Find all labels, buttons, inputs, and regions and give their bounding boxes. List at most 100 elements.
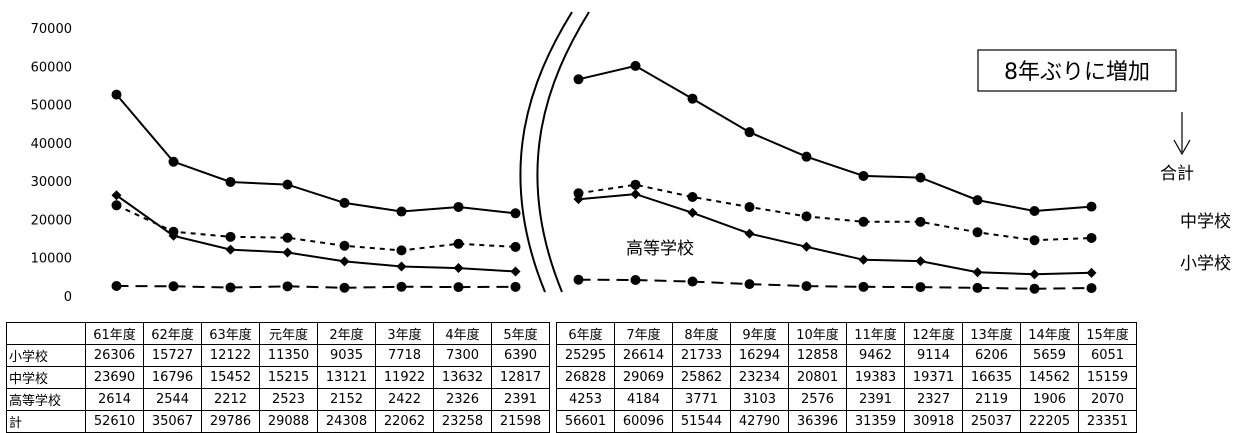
table-cell: 29088 bbox=[259, 410, 318, 433]
data-point bbox=[1086, 232, 1097, 243]
line-chart: 0 10000 20000 30000 40000 50000 60000 70000 8年ぶ… bbox=[31, 11, 1231, 305]
table-cell: 23258 bbox=[433, 410, 492, 433]
data-point bbox=[1029, 269, 1040, 280]
table-cell: 2070 bbox=[1078, 388, 1137, 411]
series-line-1 bbox=[116, 204, 516, 252]
data-point bbox=[282, 232, 293, 243]
data-point bbox=[1029, 205, 1040, 216]
data-point bbox=[630, 60, 641, 71]
table-cell: 25862 bbox=[672, 366, 731, 389]
data-point bbox=[801, 211, 812, 222]
data-point bbox=[282, 281, 293, 292]
series-line-2 bbox=[578, 278, 1092, 290]
table-cell: 2152 bbox=[317, 388, 376, 411]
data-point bbox=[453, 263, 464, 274]
data-table: 61年度 62年度 63年度 元年度 2年度 3年度 4年度 5年度 6年度 7年度 8年度 9年度 1… bbox=[6, 322, 1137, 433]
table-cell: 51544 bbox=[672, 410, 731, 433]
table-cell: 3103 bbox=[730, 388, 789, 411]
data-point bbox=[339, 282, 350, 293]
data-point bbox=[225, 231, 236, 242]
table-cell: 2391 bbox=[491, 388, 550, 411]
table-cell: 30918 bbox=[904, 410, 963, 433]
table-cell: 11922 bbox=[375, 366, 434, 389]
table-cell: 26306 bbox=[85, 344, 144, 367]
series-line-0 bbox=[578, 193, 1092, 276]
data-point bbox=[573, 188, 584, 199]
table-cell: 2212 bbox=[201, 388, 260, 411]
annotation-arrow-head bbox=[1173, 139, 1191, 156]
table-header-cell: 9年度 bbox=[730, 322, 789, 345]
annotation-text: 8年ぶりに増加 bbox=[1004, 60, 1150, 85]
table-cell: 23351 bbox=[1078, 410, 1137, 433]
table-cell: 14562 bbox=[1020, 366, 1079, 389]
data-point bbox=[510, 241, 521, 252]
table-header-cell: 8年度 bbox=[672, 322, 731, 345]
data-point bbox=[972, 227, 983, 238]
data-point bbox=[630, 179, 641, 190]
table-cell: 56601 bbox=[556, 410, 615, 433]
y-tick-label: 40000 bbox=[31, 137, 72, 152]
table-cell: 4184 bbox=[614, 388, 673, 411]
table-cell: 9462 bbox=[846, 344, 905, 367]
data-point bbox=[396, 206, 407, 217]
data-point bbox=[339, 256, 350, 267]
table-cell: 15159 bbox=[1078, 366, 1137, 389]
y-tick-label: 50000 bbox=[31, 99, 72, 114]
table-gap-cell bbox=[550, 345, 557, 367]
data-point bbox=[111, 200, 122, 211]
series-line-3 bbox=[578, 64, 1092, 213]
series-line-1 bbox=[578, 183, 1092, 242]
table-cell: 52610 bbox=[85, 410, 144, 433]
table-cell: 4253 bbox=[556, 388, 615, 411]
data-point bbox=[225, 282, 236, 293]
series-markers bbox=[111, 60, 1097, 294]
data-point bbox=[1086, 283, 1097, 294]
table-header-cell: 5年度 bbox=[491, 322, 550, 345]
table-cell: 2119 bbox=[962, 388, 1021, 411]
table-cell: 35067 bbox=[143, 410, 202, 433]
series-lines bbox=[115, 64, 1092, 290]
series-line-2 bbox=[116, 285, 516, 289]
data-point bbox=[744, 279, 755, 290]
table-cell: 13632 bbox=[433, 366, 492, 389]
table-cell: 2614 bbox=[85, 388, 144, 411]
axis-break-mark bbox=[519, 11, 590, 293]
table-header-cell: 61年度 bbox=[85, 322, 144, 345]
data-point bbox=[510, 208, 521, 219]
table-cell: 42790 bbox=[730, 410, 789, 433]
data-point bbox=[168, 281, 179, 292]
data-point bbox=[573, 74, 584, 85]
y-tick-label: 10000 bbox=[31, 252, 72, 267]
table-cell: 2326 bbox=[433, 388, 492, 411]
table-row: 中学校 23690 16796 15452 15215 13121 11922 13632 12… bbox=[6, 366, 1137, 389]
table-header-cell: 13年度 bbox=[962, 322, 1021, 345]
data-point bbox=[453, 238, 464, 249]
table-header-cell: 元年度 bbox=[259, 322, 318, 345]
table-cell: 16796 bbox=[143, 366, 202, 389]
table-cell: 31359 bbox=[846, 410, 905, 433]
data-point bbox=[801, 241, 812, 252]
table-header-cell: 3年度 bbox=[375, 322, 434, 345]
table-cell: 36396 bbox=[788, 410, 847, 433]
table-cell: 6206 bbox=[962, 344, 1021, 367]
table-gap-cell bbox=[550, 367, 557, 389]
series-line-3 bbox=[115, 93, 516, 215]
data-point bbox=[801, 281, 812, 292]
data-point bbox=[396, 261, 407, 272]
table-cell: 13121 bbox=[317, 366, 376, 389]
table-corner-cell bbox=[6, 322, 86, 345]
table-cell: 16635 bbox=[962, 366, 1021, 389]
table-cell: 25295 bbox=[556, 344, 615, 367]
y-tick-label: 0 bbox=[64, 290, 72, 305]
table-row: 計 52610 35067 29786 29088 24308 22062 23258 2159… bbox=[6, 410, 1137, 433]
table-header-cell: 63年度 bbox=[201, 322, 260, 345]
data-point bbox=[972, 267, 983, 278]
data-point bbox=[687, 191, 698, 202]
table-header-cell: 12年度 bbox=[904, 322, 963, 345]
data-point bbox=[1086, 267, 1097, 278]
y-tick-label: 60000 bbox=[31, 60, 72, 75]
y-axis-ticks: 0 10000 20000 30000 40000 50000 60000 70000 bbox=[31, 22, 72, 305]
data-point bbox=[687, 276, 698, 287]
table-cell: 2544 bbox=[143, 388, 202, 411]
table-header-cell: 15年度 bbox=[1078, 322, 1137, 345]
